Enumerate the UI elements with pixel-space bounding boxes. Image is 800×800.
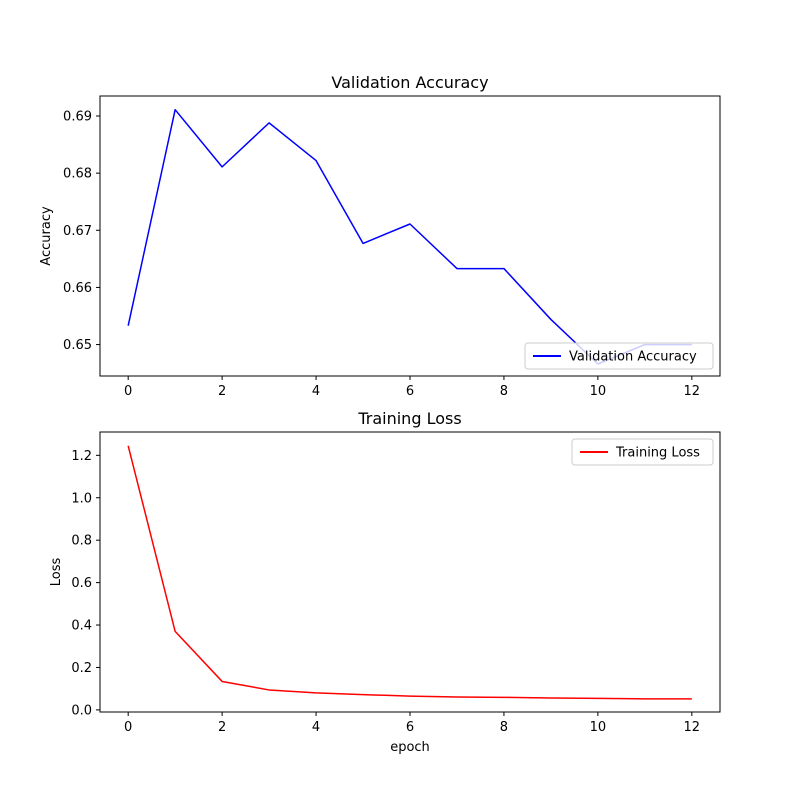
y-tick-label: 0.4 <box>71 619 92 634</box>
y-axis-label: Accuracy <box>39 206 54 266</box>
y-tick-label: 0.69 <box>63 110 92 125</box>
x-tick-label: 8 <box>500 720 508 735</box>
x-tick-label: 0 <box>124 720 132 735</box>
x-tick-label: 0 <box>124 384 132 399</box>
y-axis-label: Loss <box>49 558 64 587</box>
x-tick-label: 12 <box>684 384 701 399</box>
legend-label: Training Loss <box>615 446 700 461</box>
chart-title: Validation Accuracy <box>331 73 488 92</box>
y-tick-label: 0.65 <box>63 338 92 353</box>
axes-frame <box>99 95 721 377</box>
legend: Validation Accuracy <box>524 342 714 370</box>
legend: Training Loss <box>571 438 714 466</box>
axes-frame <box>99 431 721 713</box>
x-tick-label: 6 <box>406 384 414 399</box>
x-tick-label: 12 <box>684 720 701 735</box>
legend-box <box>571 438 714 466</box>
chart-title: Training Loss <box>357 409 461 428</box>
y-tick-label: 0.0 <box>71 703 92 718</box>
y-tick-label: 0.8 <box>71 534 92 549</box>
x-tick-label: 10 <box>590 720 607 735</box>
series-line-1 <box>127 445 692 700</box>
series-line-1 <box>127 108 692 365</box>
x-tick-label: 2 <box>218 384 226 399</box>
y-tick-label: 1.0 <box>71 491 92 506</box>
y-tick-label: 0.6 <box>71 576 92 591</box>
y-tick-label: 0.2 <box>71 661 92 676</box>
y-tick-label: 0.66 <box>63 281 92 296</box>
x-axis-label: epoch <box>390 740 430 755</box>
y-tick-label: 1.2 <box>71 449 92 464</box>
x-tick-label: 10 <box>590 384 607 399</box>
legend-label: Validation Accuracy <box>569 350 697 365</box>
y-tick-label: 0.67 <box>63 224 92 239</box>
x-tick-label: 8 <box>500 384 508 399</box>
chart-panel-2: Training Loss 0 2 4 6 8 10 12 0.0 0.2 0.4 0.6 0.8 1.0… <box>49 409 721 755</box>
x-tick-label: 2 <box>218 720 226 735</box>
y-tick-label: 0.68 <box>63 167 92 182</box>
legend-box <box>524 342 714 370</box>
x-tick-label: 4 <box>312 384 320 399</box>
x-tick-label: 4 <box>312 720 320 735</box>
x-tick-label: 6 <box>406 720 414 735</box>
chart-panel-1: Validation Accuracy 0 2 4 6 8 10 12 0.65 0.66 0.67… <box>39 73 721 399</box>
